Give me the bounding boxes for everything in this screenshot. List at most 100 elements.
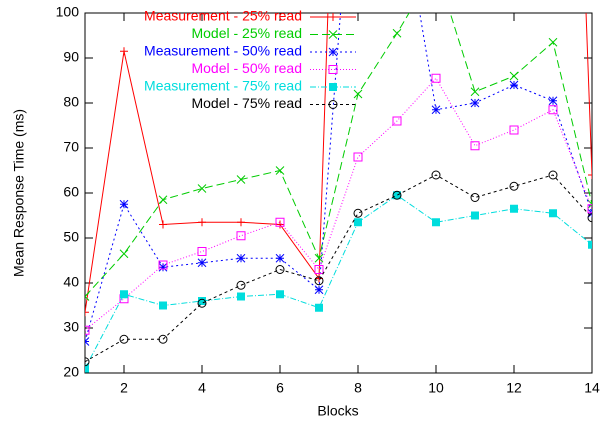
- legend-label: Measurement - 50% read: [144, 43, 302, 59]
- marker: [587, 213, 592, 223]
- y-tick-label: 90: [63, 49, 79, 65]
- marker: [548, 37, 558, 47]
- marker: [197, 258, 207, 268]
- marker: [392, 190, 402, 200]
- legend-label: Model - 75% read: [191, 95, 302, 111]
- marker: [353, 208, 363, 218]
- marker: [315, 274, 323, 283]
- x-tick-label: 4: [198, 380, 206, 396]
- marker: [328, 65, 338, 74]
- marker: [236, 280, 246, 290]
- y-tick-label: 100: [56, 4, 80, 20]
- marker: [159, 220, 167, 229]
- marker: [314, 265, 324, 274]
- marker: [119, 334, 129, 344]
- y-axis-title: Mean Response Time (ms): [11, 109, 27, 277]
- legend-label: Model - 25% read: [191, 25, 302, 41]
- y-tick-label: 20: [63, 364, 79, 380]
- marker: [353, 152, 363, 162]
- marker: [588, 171, 592, 179]
- marker: [314, 253, 324, 263]
- marker: [393, 191, 401, 200]
- marker: [509, 80, 519, 90]
- marker: [276, 220, 284, 229]
- marker: [432, 218, 440, 227]
- marker: [470, 98, 480, 108]
- marker: [120, 290, 128, 299]
- series-line: [85, 174, 592, 363]
- marker: [120, 47, 128, 56]
- marker: [509, 125, 519, 135]
- marker: [237, 292, 245, 301]
- marker: [236, 253, 246, 263]
- marker: [85, 325, 90, 335]
- series-line: [85, 13, 592, 297]
- series-line: [85, 13, 592, 313]
- marker: [85, 308, 89, 317]
- marker: [197, 247, 207, 256]
- legend-label: Model - 50% read: [191, 60, 302, 76]
- x-tick-label: 12: [506, 380, 522, 396]
- marker: [509, 71, 519, 81]
- marker: [470, 87, 480, 97]
- plot-area: [85, 13, 592, 373]
- marker: [237, 218, 245, 227]
- y-tick-label: 80: [63, 94, 79, 110]
- marker: [198, 218, 206, 227]
- series-line: [85, 77, 592, 331]
- marker: [509, 181, 519, 191]
- y-tick-label: 30: [63, 319, 79, 335]
- y-tick-label: 40: [63, 274, 79, 290]
- x-axis-title: Blocks: [317, 403, 358, 419]
- marker: [275, 253, 285, 263]
- marker: [431, 170, 441, 180]
- marker: [119, 199, 129, 209]
- marker: [85, 357, 90, 367]
- marker: [276, 290, 284, 299]
- marker: [392, 116, 402, 126]
- marker: [470, 193, 480, 202]
- series-line: [85, 13, 592, 342]
- x-tick-label: 10: [428, 380, 444, 396]
- marker: [198, 297, 206, 305]
- marker: [236, 175, 246, 184]
- marker: [275, 217, 285, 227]
- marker: [315, 303, 323, 312]
- marker: [85, 364, 89, 373]
- marker: [328, 100, 338, 109]
- y-tick-label: 50: [63, 229, 79, 245]
- x-tick-label: 2: [120, 380, 128, 396]
- marker: [353, 89, 363, 99]
- marker: [85, 292, 90, 301]
- marker: [510, 204, 518, 213]
- marker: [587, 204, 592, 214]
- marker: [314, 276, 324, 286]
- marker: [548, 105, 558, 115]
- marker: [158, 260, 168, 270]
- marker: [158, 334, 168, 344]
- marker: [236, 231, 246, 241]
- marker: [470, 141, 480, 151]
- marker: [392, 28, 402, 38]
- marker: [328, 30, 338, 39]
- marker: [431, 73, 441, 83]
- marker: [471, 211, 479, 220]
- marker: [158, 262, 168, 272]
- marker: [588, 240, 592, 249]
- marker: [158, 195, 168, 205]
- marker: [354, 218, 362, 227]
- marker: [329, 83, 337, 91]
- y-tick-label: 70: [63, 139, 79, 155]
- y-tick-label: 60: [63, 184, 79, 200]
- marker: [85, 337, 90, 346]
- marker: [275, 166, 285, 175]
- marker: [548, 96, 558, 106]
- x-tick-label: 6: [276, 380, 284, 396]
- series-line: [85, 194, 592, 369]
- marker: [197, 298, 207, 308]
- marker: [314, 285, 324, 295]
- marker: [431, 105, 441, 115]
- marker: [328, 47, 338, 57]
- marker: [549, 209, 557, 218]
